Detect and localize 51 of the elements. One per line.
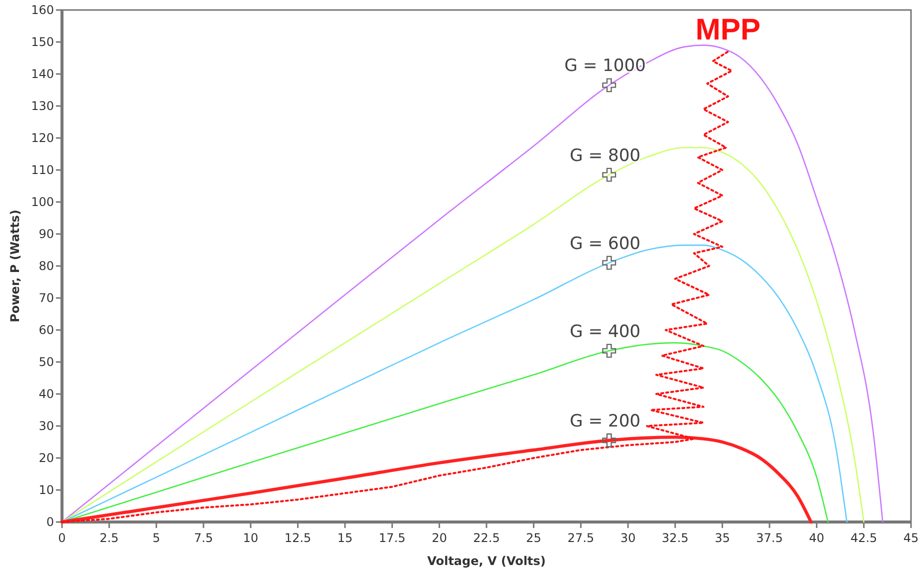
x-tick-label: 22.5 [473,531,500,545]
x-tick-label: 25 [526,531,542,545]
y-tick-label: 140 [31,67,54,82]
y-tick-label: 20 [38,451,54,466]
x-tick-label: 5 [152,531,160,545]
x-tick-label: 2.5 [100,531,119,545]
y-tick-label: 100 [31,195,54,210]
x-tick-label: 37.5 [756,531,783,545]
x-tick-label: 17.5 [378,531,406,545]
y-tick-label: 160 [31,3,54,18]
y-tick-label: 40 [38,387,54,402]
point [602,433,616,448]
series-label: G = 800 [570,146,640,166]
x-tick-label: 45 [903,531,919,545]
series-label: G = 600 [570,234,640,254]
y-tick-label: 120 [31,131,54,146]
y-tick-label: 130 [31,99,54,114]
x-axis-title: Voltage, V (Volts) [427,554,546,568]
x-tick-label: 32.5 [662,531,689,545]
y-tick-label: 80 [38,259,54,274]
y-tick-label: 50 [38,355,54,370]
x-tick-label: 35 [714,531,730,545]
y-tick-label: 70 [38,291,54,306]
series-label: MPP [695,14,760,47]
x-tick-label: 12.5 [284,531,312,545]
y-axis-title: Power, P (Watts) [8,210,22,322]
y-tick-label: 10 [38,483,54,498]
x-tick-label: 7.5 [194,531,214,545]
point [602,78,616,92]
y-tick-label: 60 [38,323,54,338]
x-tick-label: 42.5 [850,531,878,545]
line-series [61,50,733,523]
x-tick-label: 0 [58,531,66,545]
point [602,168,616,182]
point [602,256,616,270]
y-tick-label: 30 [38,419,54,434]
series-label: G = 200 [570,411,640,432]
x-tick-label: 15 [337,531,353,545]
x-tick-label: 27.5 [567,531,594,545]
x-tick-label: 20 [432,531,447,545]
x-tick-label: 40 [809,531,824,545]
line-series [61,44,884,523]
y-tick-label: 90 [38,227,54,242]
series-label: G = 1000 [564,56,646,76]
x-tick-label: 10 [243,531,258,545]
x-tick-label: 30 [620,531,636,545]
y-tick-label: 0 [46,515,54,530]
y-tick-label: 110 [31,163,54,178]
point [602,344,616,358]
y-tick-label: 150 [31,35,54,50]
series-label: G = 400 [570,322,640,342]
